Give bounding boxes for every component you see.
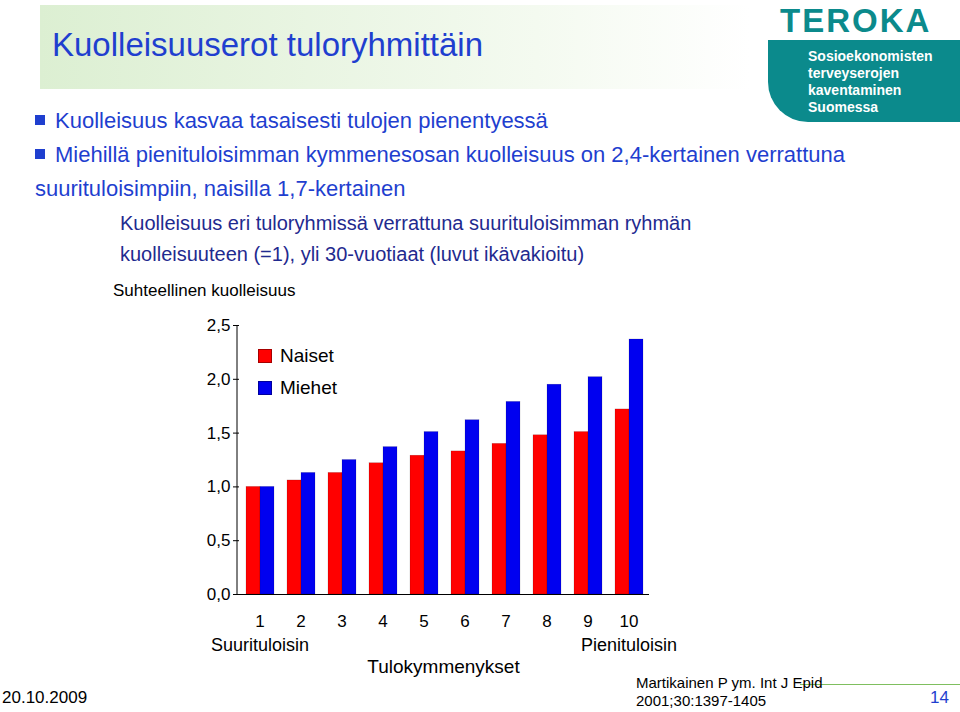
svg-text:Pienituloisin: Pienituloisin xyxy=(581,635,677,655)
svg-text:6: 6 xyxy=(460,612,469,631)
svg-text:0,0: 0,0 xyxy=(207,585,231,604)
svg-text:1,0: 1,0 xyxy=(207,477,231,496)
html-text:Sosioekonomisten: Sosioekonomisten xyxy=(808,48,933,64)
html-text:Tulokymmenykset: Tulokymmenykset xyxy=(367,656,520,677)
svg-text:9: 9 xyxy=(583,612,592,631)
svg-text:2,0: 2,0 xyxy=(207,370,231,389)
svg-text:4: 4 xyxy=(378,612,387,631)
svg-text:10: 10 xyxy=(620,612,639,631)
svg-text:Suurituloisin: Suurituloisin xyxy=(211,635,309,655)
svg-text:7: 7 xyxy=(501,612,510,631)
html-text:Kuolleisuuserot tuloryhmittäin: Kuolleisuuserot tuloryhmittäin xyxy=(52,26,483,63)
html-text:Naiset: Naiset xyxy=(280,345,334,366)
html-text:kaventaminen: kaventaminen xyxy=(808,82,902,98)
html-text:Miehillä pienituloisimman kymm: Miehillä pienituloisimman kymmenesosan k… xyxy=(35,142,845,201)
html-text:TEROKA: TEROKA xyxy=(780,2,932,39)
svg-text:8: 8 xyxy=(542,612,551,631)
svg-text:3: 3 xyxy=(337,612,346,631)
html-text:Kuolleisuus eri tuloryhmissä v: Kuolleisuus eri tuloryhmissä verrattuna … xyxy=(120,212,692,265)
svg-text:0,5: 0,5 xyxy=(207,531,231,550)
html-text:20.10.2009: 20.10.2009 xyxy=(2,688,88,707)
html-text:Martikainen P ym. Int J Epid: Martikainen P ym. Int J Epid xyxy=(636,674,823,691)
svg-text:1,5: 1,5 xyxy=(207,424,231,443)
html-text:14: 14 xyxy=(930,688,949,707)
svg-text:2: 2 xyxy=(296,612,305,631)
html-text:Suomessa: Suomessa xyxy=(808,99,878,115)
html-text:Miehet: Miehet xyxy=(280,377,337,398)
html-text:Suhteellinen kuolleisuus: Suhteellinen kuolleisuus xyxy=(113,281,296,300)
html-text:terveyserojen: terveyserojen xyxy=(808,65,900,81)
svg-text:1: 1 xyxy=(255,612,264,631)
html-text:2001;30:1397-1405: 2001;30:1397-1405 xyxy=(636,692,767,709)
svg-text:5: 5 xyxy=(419,612,428,631)
svg-text:2,5: 2,5 xyxy=(207,316,231,335)
html-text:Kuolleisuus kasvaa tasaisesti: Kuolleisuus kasvaa tasaisesti tulojen pi… xyxy=(55,108,548,133)
